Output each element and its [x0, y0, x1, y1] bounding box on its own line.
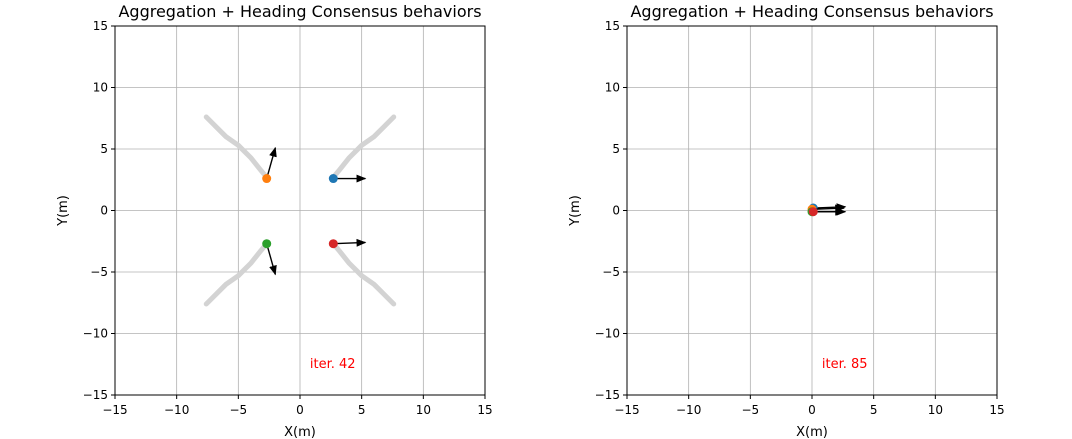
x-axis-label: X(m): [796, 425, 828, 439]
y-axis-label: Y(m): [568, 195, 583, 227]
chart-title: Aggregation + Heading Consensus behavior…: [630, 2, 993, 21]
x-tick-label: −10: [164, 403, 189, 417]
x-tick-label: −15: [614, 403, 639, 417]
plot-panel-2: −15 −10 −5 0 5 10 15 −15 −10 −5 0 5 10 15 Aggregation …: [568, 2, 1005, 439]
y-tick-label: −15: [83, 388, 108, 402]
x-tick-label: 15: [477, 403, 492, 417]
y-tick-label: 5: [100, 142, 108, 156]
plot-panel-1: −15 −10 −5 0 5 10 15 −15 −10 −5 0 5 10 15 Aggregation …: [56, 2, 493, 439]
y-tick-label: −10: [595, 327, 620, 341]
y-tick-label: −5: [90, 265, 108, 279]
y-tick-label: 0: [100, 204, 108, 218]
agent-point: [328, 174, 338, 184]
y-tick-label: 15: [605, 19, 620, 33]
x-tick-label: 10: [416, 403, 431, 417]
y-tick-label: 10: [93, 81, 108, 95]
y-tick-label: −10: [83, 327, 108, 341]
x-tick-label: 5: [358, 403, 366, 417]
y-tick-label: 5: [612, 142, 620, 156]
chart-title: Aggregation + Heading Consensus behavior…: [118, 2, 481, 21]
x-tick-label: 10: [928, 403, 943, 417]
trajectory-trail: [330, 114, 397, 180]
trajectory-trail: [330, 241, 397, 307]
heading-arrow: [266, 243, 277, 276]
x-tick-label: 15: [989, 403, 1004, 417]
trajectory-trail: [203, 114, 270, 180]
x-tick-label: −10: [676, 403, 701, 417]
y-tick-label: −15: [595, 388, 620, 402]
x-tick-label: 0: [808, 403, 816, 417]
heading-arrow: [266, 146, 277, 179]
y-tick-label: 0: [612, 204, 620, 218]
y-tick-label: 10: [605, 81, 620, 95]
agent-point: [808, 207, 818, 217]
agent-point: [328, 239, 338, 249]
x-axis-label: X(m): [284, 425, 316, 439]
x-tick-label: 0: [296, 403, 304, 417]
trajectory-trail: [203, 241, 270, 307]
y-tick-label: 15: [93, 19, 108, 33]
x-tick-label: −15: [102, 403, 127, 417]
y-axis-label: Y(m): [56, 195, 71, 227]
agent-point: [262, 174, 272, 184]
iteration-annotation: iter. 42: [310, 357, 356, 372]
x-tick-label: −5: [741, 403, 759, 417]
iteration-annotation: iter. 85: [822, 357, 868, 372]
x-tick-label: 5: [870, 403, 878, 417]
y-tick-label: −5: [602, 265, 620, 279]
agent-point: [262, 239, 272, 249]
x-tick-label: −5: [229, 403, 247, 417]
heading-arrow: [333, 238, 367, 247]
